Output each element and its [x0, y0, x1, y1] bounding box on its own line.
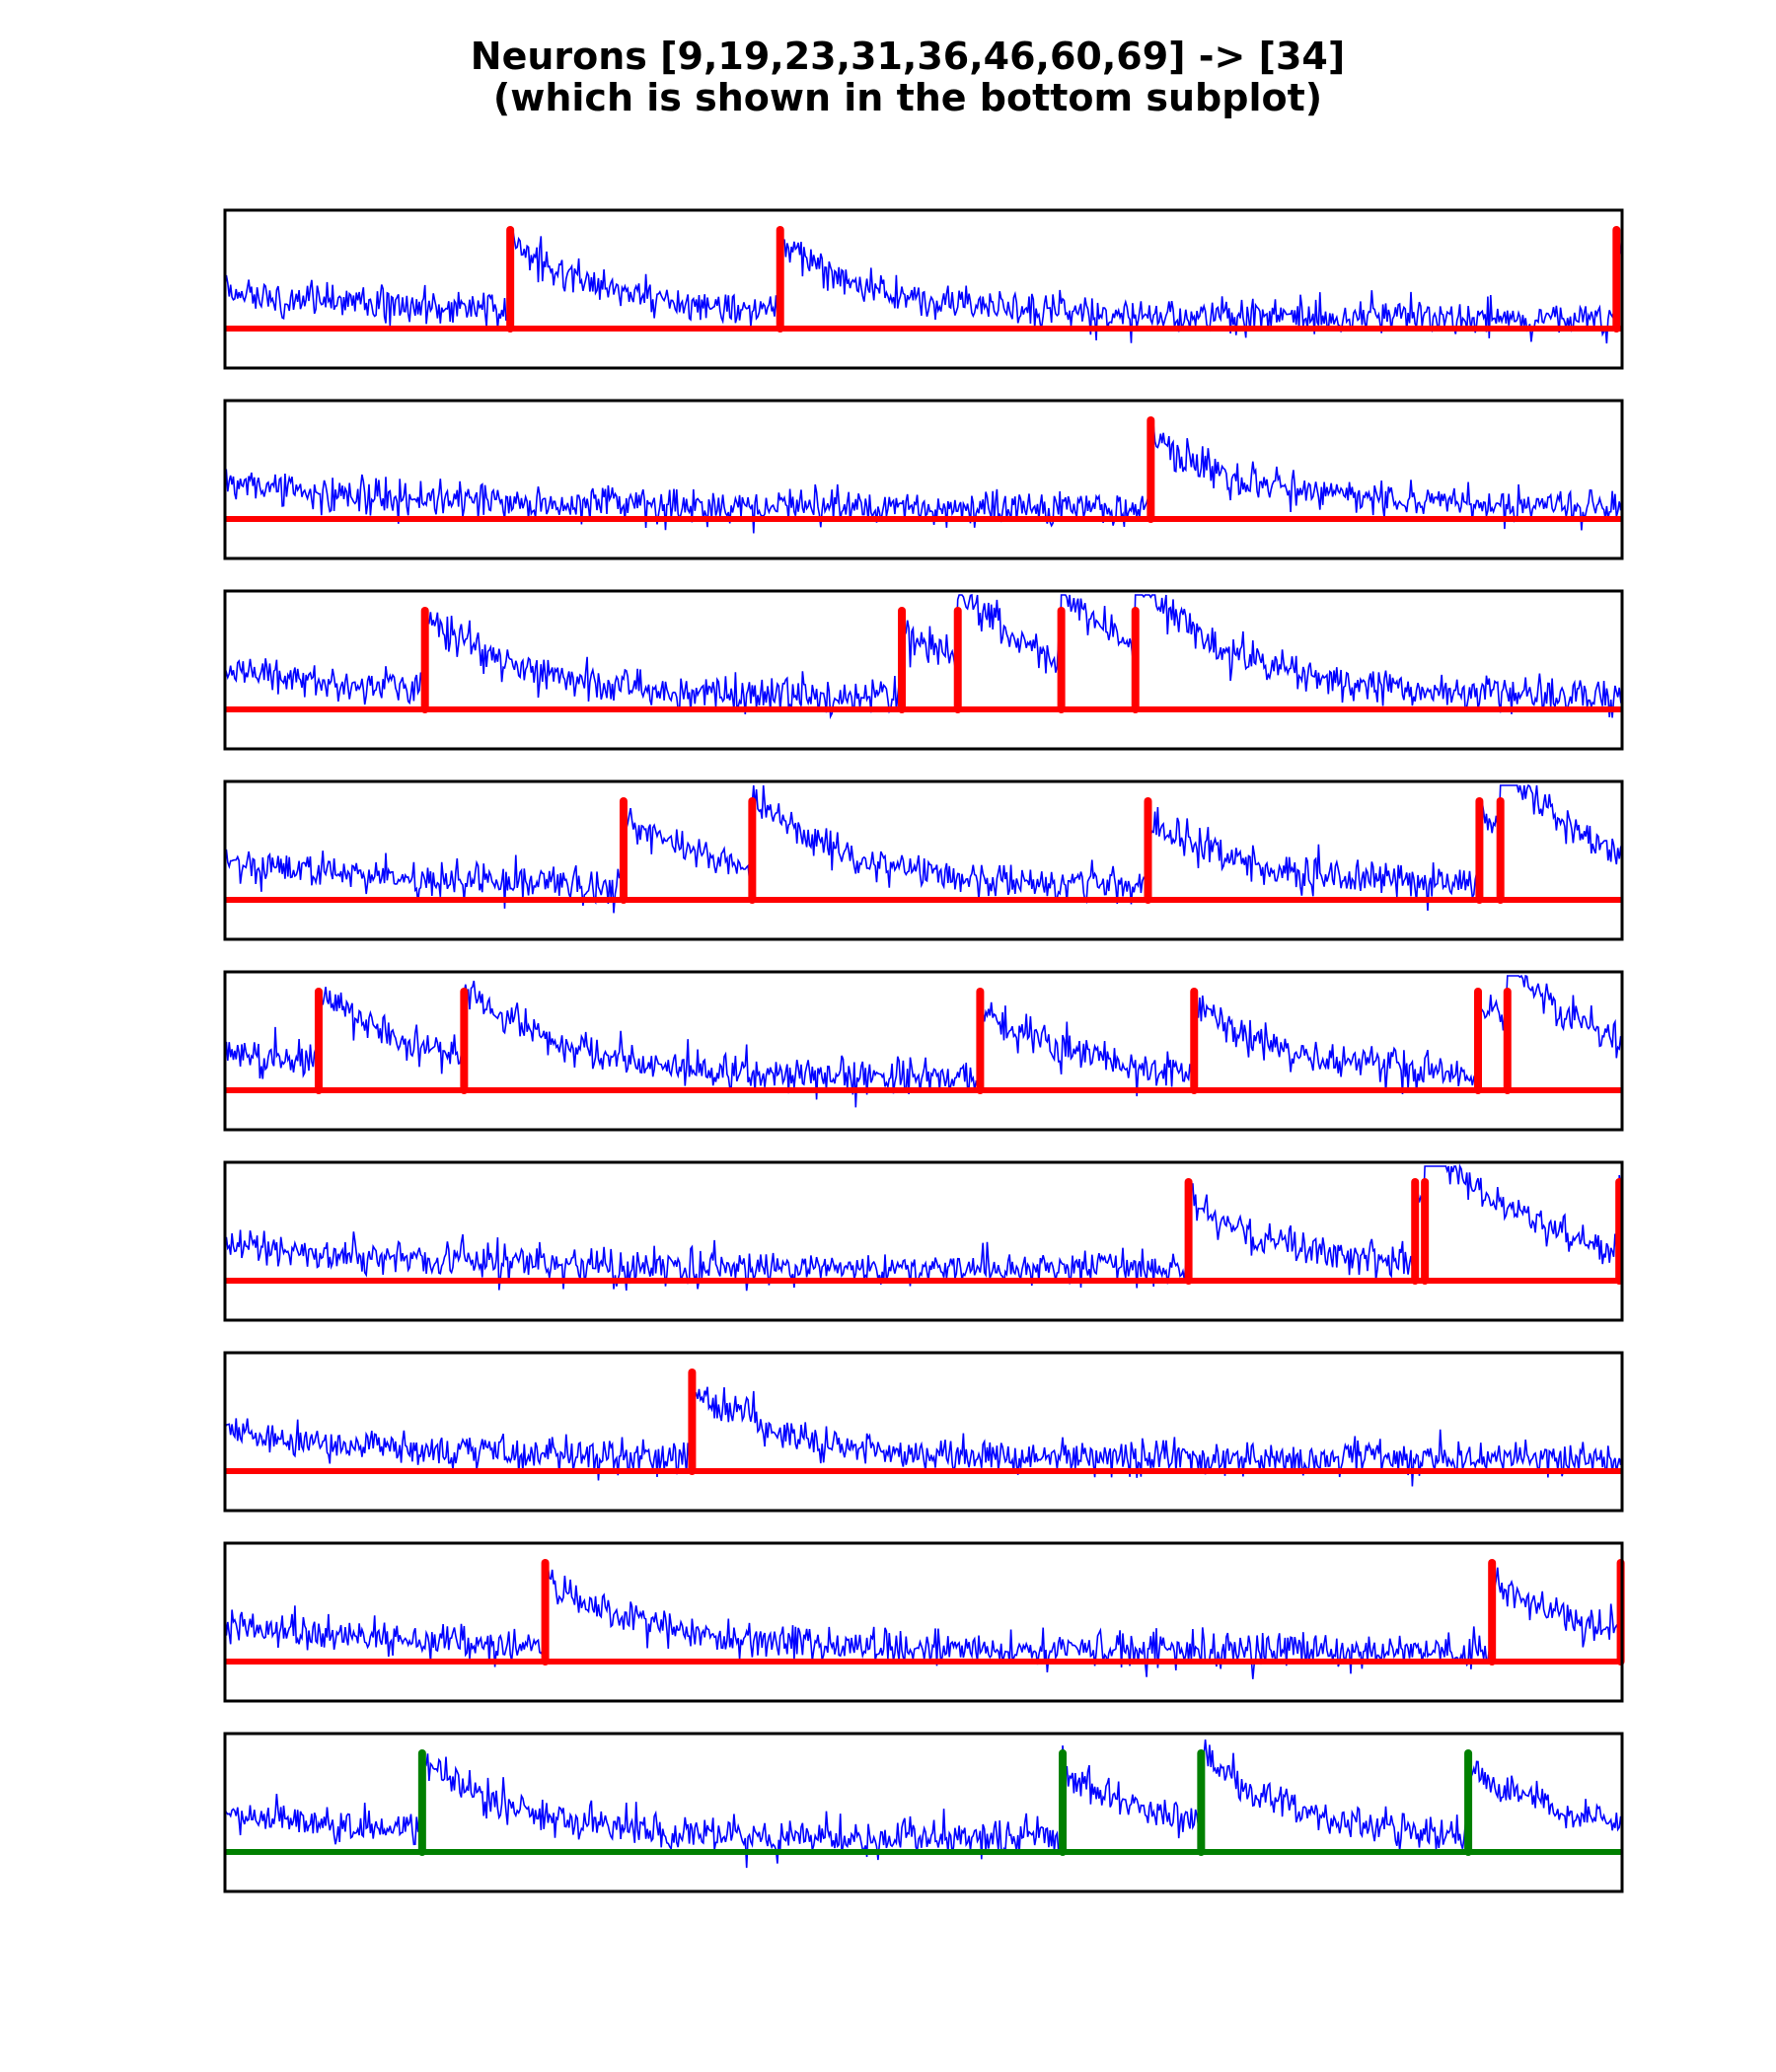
membrane-trace-9: [224, 230, 1623, 344]
membrane-trace-69: [224, 1554, 1623, 1679]
subplot-frame-neuron-9: [223, 208, 1624, 370]
membrane-trace-60: [224, 1371, 1623, 1487]
chart-subtitle: (which is shown in the bottom subplot): [492, 76, 1323, 119]
subplot-frame-neuron-31: [223, 779, 1624, 941]
subplot-frame-neuron-36: [223, 970, 1624, 1132]
subplot-frame-neuron-60: [223, 1351, 1624, 1513]
subplot-frame-neuron-34: [223, 1732, 1624, 1893]
subplot-frame-neuron-46: [223, 1160, 1624, 1322]
membrane-trace-34: [224, 1739, 1623, 1869]
membrane-trace-36: [224, 974, 1623, 1108]
subplot-frame-neuron-69: [223, 1541, 1624, 1703]
membrane-trace-46: [224, 1163, 1623, 1292]
membrane-trace-23: [224, 593, 1623, 720]
membrane-trace-19: [224, 423, 1623, 534]
membrane-trace-31: [224, 783, 1623, 914]
chart-title: Neurons [9,19,23,31,36,46,60,69] -> [34]: [470, 35, 1346, 78]
subplot-frame-neuron-23: [223, 589, 1624, 751]
subplot-frame-neuron-19: [223, 399, 1624, 560]
